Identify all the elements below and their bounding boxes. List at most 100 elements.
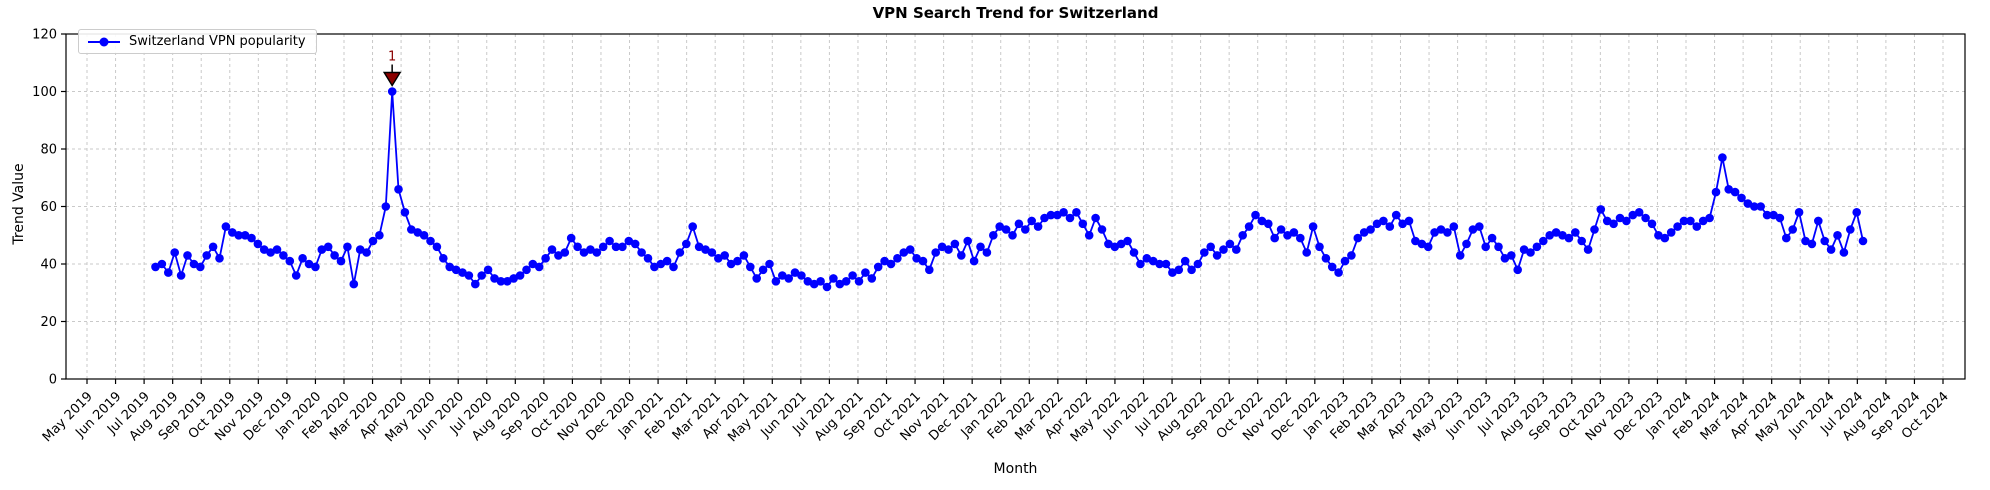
data-point-marker xyxy=(1289,228,1299,237)
data-point-marker xyxy=(503,277,512,286)
data-point-marker xyxy=(439,253,448,263)
data-point-marker xyxy=(1404,216,1414,226)
data-point-marker xyxy=(183,251,192,260)
data-point-marker xyxy=(1532,242,1542,252)
data-point-marker xyxy=(304,259,314,269)
data-point-marker xyxy=(1673,222,1682,231)
data-point-marker xyxy=(1814,216,1823,226)
data-point-marker xyxy=(1462,239,1471,249)
data-point-marker xyxy=(157,259,167,269)
data-point-marker xyxy=(445,262,455,272)
data-point-marker xyxy=(989,231,998,240)
data-point-marker xyxy=(1040,213,1049,223)
data-point-marker xyxy=(1347,251,1356,260)
data-point-marker xyxy=(1801,236,1810,246)
data-point-marker xyxy=(1609,219,1618,229)
data-point-marker xyxy=(829,274,838,283)
data-point-marker xyxy=(1564,233,1574,243)
data-point-marker xyxy=(170,248,179,257)
data-point-marker xyxy=(1666,228,1676,237)
data-point-marker xyxy=(662,256,672,266)
data-point-marker xyxy=(1161,259,1171,269)
data-point-marker xyxy=(534,262,544,272)
data-point-marker xyxy=(873,262,883,272)
annotation-triangle-down-icon xyxy=(382,71,402,87)
data-point-marker xyxy=(650,262,659,272)
data-point-marker xyxy=(1807,239,1817,249)
data-point-marker xyxy=(816,277,825,286)
data-point-marker xyxy=(1091,213,1100,223)
data-point-marker xyxy=(1187,265,1196,275)
data-point-marker xyxy=(1264,219,1273,229)
data-point-marker xyxy=(1302,248,1311,257)
data-point-marker xyxy=(419,231,429,240)
data-point-marker xyxy=(259,245,269,254)
data-point-marker xyxy=(771,277,781,286)
data-point-marker xyxy=(554,251,563,260)
data-point-marker xyxy=(643,253,653,263)
data-point-marker xyxy=(1481,242,1490,252)
data-point-marker xyxy=(330,251,339,260)
data-point-marker xyxy=(272,245,282,254)
y-tick-label: 40 xyxy=(40,258,57,273)
data-point-marker xyxy=(1193,259,1203,269)
data-point-marker xyxy=(969,256,979,266)
data-point-marker xyxy=(573,242,582,252)
y-tick-label: 120 xyxy=(32,28,57,43)
data-point-marker xyxy=(560,248,570,257)
data-point-marker xyxy=(426,236,435,246)
data-point-marker xyxy=(1136,259,1145,269)
data-point-marker xyxy=(464,271,474,280)
data-point-marker xyxy=(886,259,896,269)
data-point-marker xyxy=(291,271,301,280)
data-point-marker xyxy=(1219,245,1228,254)
data-point-marker xyxy=(931,248,940,257)
data-point-marker xyxy=(1084,231,1094,240)
data-point-marker xyxy=(1455,251,1465,260)
data-point-marker xyxy=(611,242,621,252)
data-point-marker xyxy=(1315,242,1324,252)
data-point-marker xyxy=(1577,236,1586,246)
data-point-marker xyxy=(1155,259,1164,269)
y-tick-label: 80 xyxy=(40,143,57,158)
data-point-marker xyxy=(605,236,614,246)
data-point-marker xyxy=(1104,239,1113,249)
data-point-marker xyxy=(893,253,902,263)
data-point-marker xyxy=(483,265,493,275)
data-point-marker xyxy=(1027,216,1036,226)
data-point-marker xyxy=(234,231,243,240)
data-point-marker xyxy=(1500,253,1510,263)
data-point-marker xyxy=(285,256,295,266)
data-point-marker xyxy=(1430,228,1439,237)
data-point-marker xyxy=(496,277,506,286)
data-point-marker xyxy=(1526,248,1535,257)
data-point-marker xyxy=(522,265,531,275)
data-point-marker xyxy=(707,248,717,257)
data-point-marker xyxy=(1276,225,1286,234)
data-point-marker xyxy=(1846,225,1855,234)
data-point-marker xyxy=(208,242,218,252)
data-point-marker xyxy=(1551,228,1561,237)
data-point-marker xyxy=(1833,231,1842,240)
data-point-marker xyxy=(1391,210,1401,220)
data-point-marker xyxy=(1366,225,1375,234)
data-point-marker xyxy=(586,245,595,254)
data-point-marker xyxy=(387,87,397,96)
data-point-marker xyxy=(1794,208,1804,217)
data-point-marker xyxy=(400,208,410,217)
data-point-marker xyxy=(1507,251,1516,260)
data-point-marker xyxy=(1660,233,1670,243)
data-point-marker xyxy=(1596,205,1606,214)
data-point-marker xyxy=(1251,210,1260,220)
data-point-marker xyxy=(784,274,793,283)
data-point-marker xyxy=(598,242,608,252)
data-point-marker xyxy=(1769,210,1778,220)
data-point-marker xyxy=(765,259,774,269)
data-point-marker xyxy=(758,265,768,275)
data-point-marker xyxy=(714,253,723,263)
data-point-marker xyxy=(682,239,691,249)
data-point-marker xyxy=(752,274,761,283)
data-point-marker xyxy=(1327,262,1337,272)
